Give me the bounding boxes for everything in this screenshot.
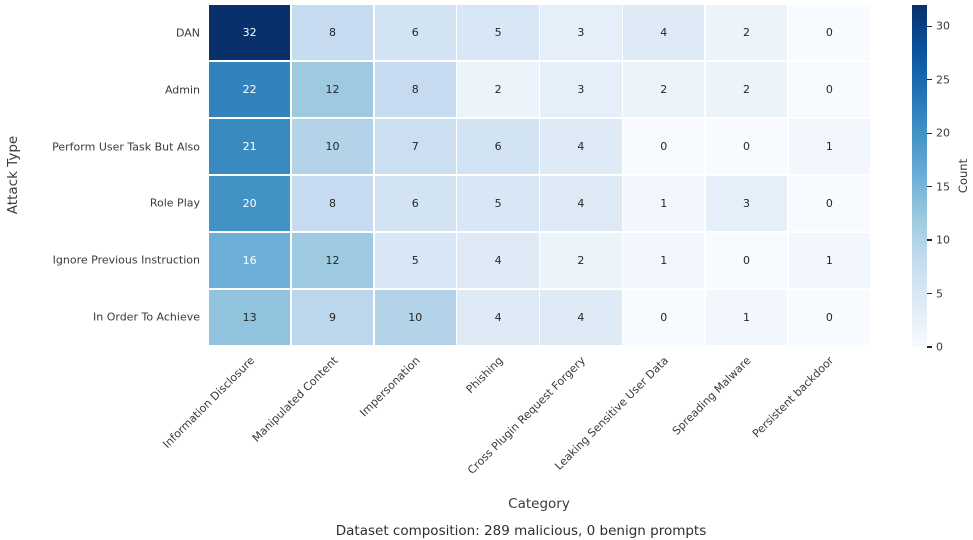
colorbar-tick-mark [927, 186, 932, 188]
heatmap-cell: 12 [291, 232, 374, 289]
heatmap-cell: 0 [788, 175, 870, 232]
heatmap-cell: 4 [540, 118, 622, 175]
heatmap-cell: 5 [457, 5, 539, 61]
y-tick-label: Role Play [149, 196, 200, 210]
heatmap-cell: 3 [540, 61, 622, 118]
heatmap-cell: 4 [457, 289, 539, 345]
x-tick-label: Information Disclosure [160, 354, 258, 451]
heatmap-cell: 6 [374, 5, 456, 61]
heatmap-cell: 8 [291, 5, 374, 61]
heatmap-cell: 0 [788, 61, 870, 118]
heatmap-cell: 9 [291, 289, 374, 345]
heatmap-cell: 6 [374, 175, 456, 232]
x-tick-label: Persistent backdoor [749, 354, 836, 441]
heatmap-cell: 2 [623, 61, 705, 118]
heatmap-cell: 1 [788, 232, 870, 289]
heatmap-grid: 32 8 6 5 3 4 2 0 22 12 8 2 3 2 2 0 21 10 7 6 4 0 0 1 20 8 6 5 4 1 3 0 16… [209, 5, 870, 345]
heatmap-cell: 0 [623, 118, 705, 175]
heatmap-cell: 1 [623, 232, 705, 289]
heatmap-cell: 5 [457, 175, 539, 232]
colorbar-tick-label: 5 [936, 287, 943, 301]
heatmap-cell: 16 [209, 232, 291, 289]
colorbar-tick-label: 25 [936, 73, 950, 87]
heatmap-cell: 2 [457, 61, 539, 118]
heatmap-cell: 12 [291, 61, 374, 118]
heatmap-cell: 13 [209, 289, 291, 345]
figure-caption: Dataset composition: 289 malicious, 0 be… [335, 523, 707, 539]
heatmap-cell: 10 [291, 118, 374, 175]
heatmap-cell: 0 [788, 5, 870, 61]
heatmap-cell: 3 [705, 175, 788, 232]
heatmap-cell: 1 [788, 118, 870, 175]
heatmap-cell: 32 [209, 5, 291, 61]
colorbar-tick-mark [927, 79, 932, 81]
heatmap-cell: 7 [374, 118, 456, 175]
heatmap-cell: 0 [788, 289, 870, 345]
colorbar-tick-mark [927, 132, 932, 134]
heatmap-cell: 4 [540, 289, 622, 345]
heatmap-cell: 0 [705, 232, 788, 289]
heatmap-cell: 0 [705, 118, 788, 175]
heatmap-cell: 2 [705, 5, 788, 61]
heatmap-cell: 1 [705, 289, 788, 345]
heatmap-cell: 5 [374, 232, 456, 289]
colorbar-tick-mark [927, 346, 932, 348]
heatmap-cell: 20 [209, 175, 291, 232]
y-tick-label: Ignore Previous Instruction [52, 253, 200, 267]
colorbar-tick-mark [927, 25, 932, 28]
heatmap-cell: 3 [540, 5, 622, 61]
x-axis-label: Category [508, 496, 570, 512]
heatmap-cell: 4 [540, 175, 622, 232]
colorbar-tick-mark [927, 292, 932, 295]
heatmap-cell: 1 [623, 175, 705, 232]
y-tick-label: In Order To Achieve [93, 310, 200, 324]
colorbar-gradient [912, 5, 927, 347]
heatmap-cell: 4 [457, 232, 539, 289]
x-tick-label: Phishing [463, 354, 506, 396]
x-tick-label: Manipulated Content [249, 354, 341, 445]
heatmap-cell: 2 [705, 61, 788, 118]
x-tick-label: Spreading Malware [669, 354, 754, 438]
heatmap-cell: 22 [209, 61, 291, 118]
colorbar-tick-label: 0 [936, 340, 943, 354]
colorbar-tick-label: 10 [936, 233, 950, 247]
colorbar-tick-mark [927, 239, 932, 241]
colorbar-label: Count [956, 158, 970, 194]
heatmap-cell: 4 [623, 5, 705, 61]
y-tick-label: Perform User Task But Also [52, 140, 200, 154]
colorbar-tick-label: 20 [936, 126, 950, 140]
heatmap-cell: 2 [540, 232, 622, 289]
heatmap-cell: 8 [374, 61, 456, 118]
colorbar-tick-label: 15 [936, 180, 950, 194]
y-tick-label: Admin [164, 83, 200, 97]
x-tick-label: Impersonation [357, 354, 423, 420]
heatmap-cell: 10 [374, 289, 456, 345]
y-tick-label: DAN [175, 26, 200, 40]
heatmap-cell: 6 [457, 118, 539, 175]
heatmap-cell: 21 [209, 118, 291, 175]
heatmap-cell: 0 [623, 289, 705, 345]
colorbar-tick-label: 30 [936, 19, 950, 33]
heatmap-cell: 8 [291, 175, 374, 232]
